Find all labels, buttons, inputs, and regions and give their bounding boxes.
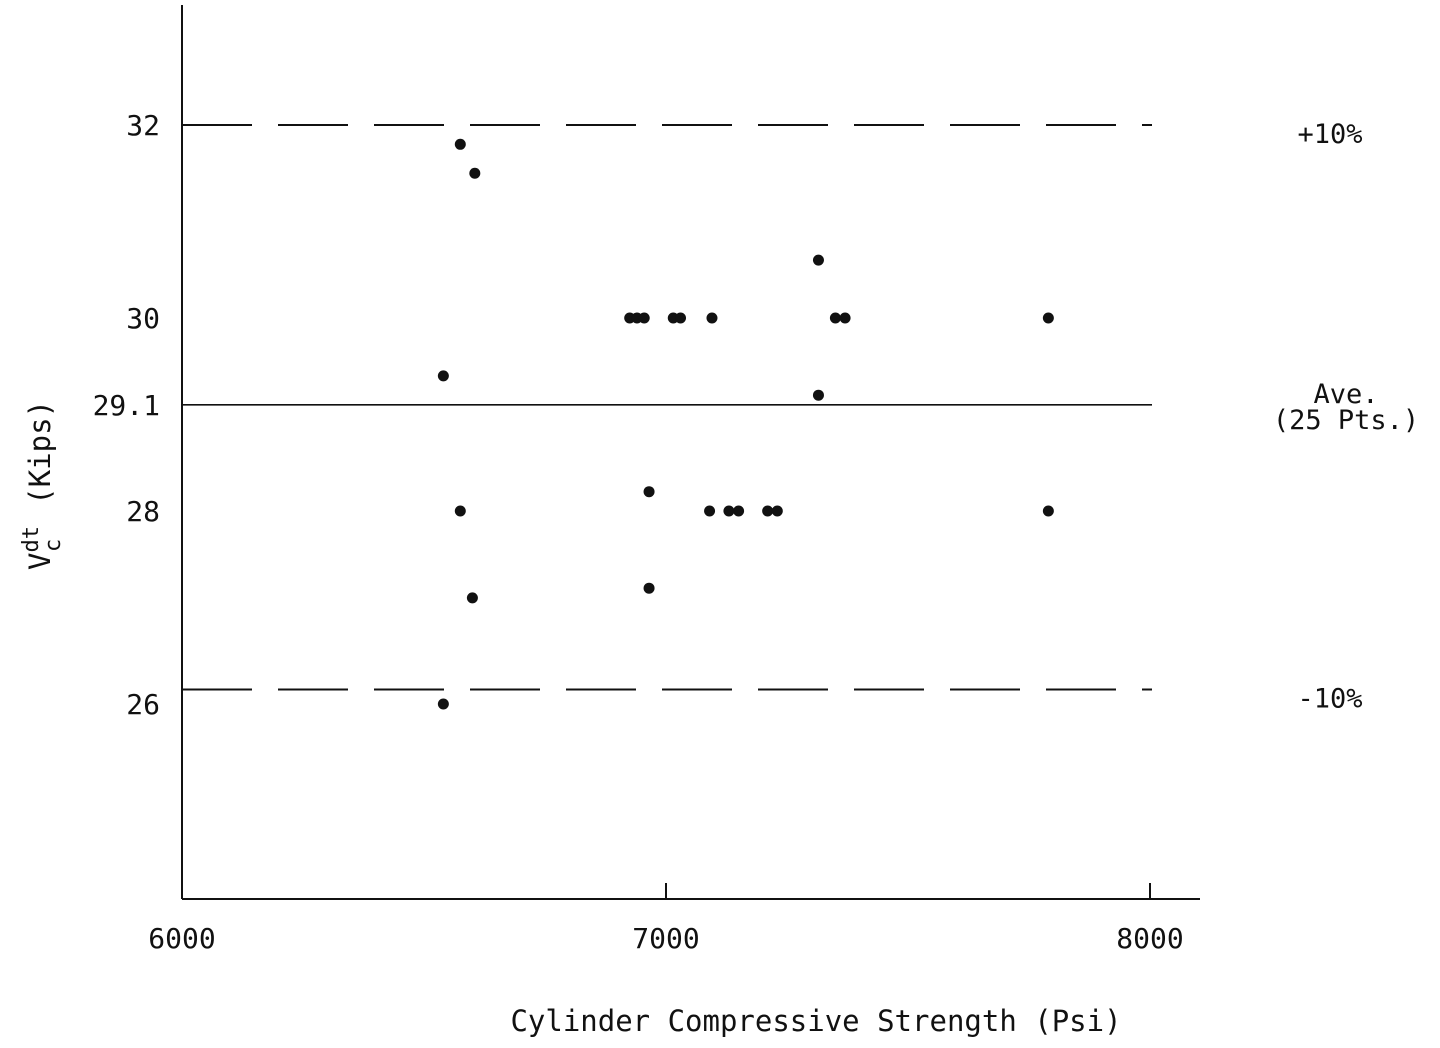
x-tick-label: 6000: [148, 922, 215, 955]
x-axis-title: Cylinder Compressive Strength (Psi): [510, 1004, 1121, 1038]
data-point: [437, 698, 449, 710]
y-tick-label: 32: [126, 109, 160, 142]
reference-label: +10%: [1297, 119, 1362, 150]
reference-label-line: (25 Pts.): [1273, 405, 1419, 436]
data-point: [466, 592, 478, 604]
data-point: [1042, 312, 1054, 324]
y-tick-label: 28: [126, 495, 160, 528]
data-point: [723, 505, 735, 517]
data-point: [454, 138, 466, 150]
data-point: [469, 167, 481, 179]
tick-labels: 6000 7000 8000 26 28 29.1 30 32: [93, 109, 1184, 955]
data-point: [643, 582, 655, 594]
data-point: [706, 312, 718, 324]
reference-lines: [182, 124, 1152, 691]
data-point: [638, 312, 650, 324]
reference-label-line: Ave.: [1313, 379, 1378, 410]
y-tick-label: 26: [126, 688, 160, 721]
data-point: [704, 505, 716, 517]
x-tick-label: 7000: [632, 922, 699, 955]
data-point: [762, 505, 774, 517]
y-axis-title-units: (Kips): [23, 400, 57, 505]
data-point: [437, 370, 449, 382]
axis-titles: Cylinder Compressive Strength (Psi) Vdtc (…: [19, 400, 1122, 1038]
data-point: [675, 312, 687, 324]
data-points: [437, 138, 1054, 710]
y-axis-title-subscript: c: [41, 539, 66, 552]
reference-label: Ave. (25 Pts.): [1273, 379, 1419, 436]
y-axis-title-main: V: [23, 553, 57, 570]
y-tick-label: 29.1: [93, 389, 160, 422]
data-point: [733, 505, 745, 517]
reference-labels: +10% Ave. (25 Pts.) -10%: [1273, 119, 1419, 715]
data-point: [812, 389, 824, 401]
data-point: [839, 312, 851, 324]
data-point: [829, 312, 841, 324]
y-axis-title-superscript: dt: [19, 526, 44, 553]
axes: [181, 5, 1200, 900]
data-point: [771, 505, 783, 517]
reference-label: -10%: [1297, 684, 1362, 715]
data-point: [1042, 505, 1054, 517]
data-point: [454, 505, 466, 517]
x-tick-label: 8000: [1116, 922, 1183, 955]
data-point: [812, 254, 824, 266]
y-tick-label: 30: [126, 302, 160, 335]
data-point: [643, 486, 655, 498]
y-axis-title: Vdtc (Kips): [19, 400, 66, 570]
